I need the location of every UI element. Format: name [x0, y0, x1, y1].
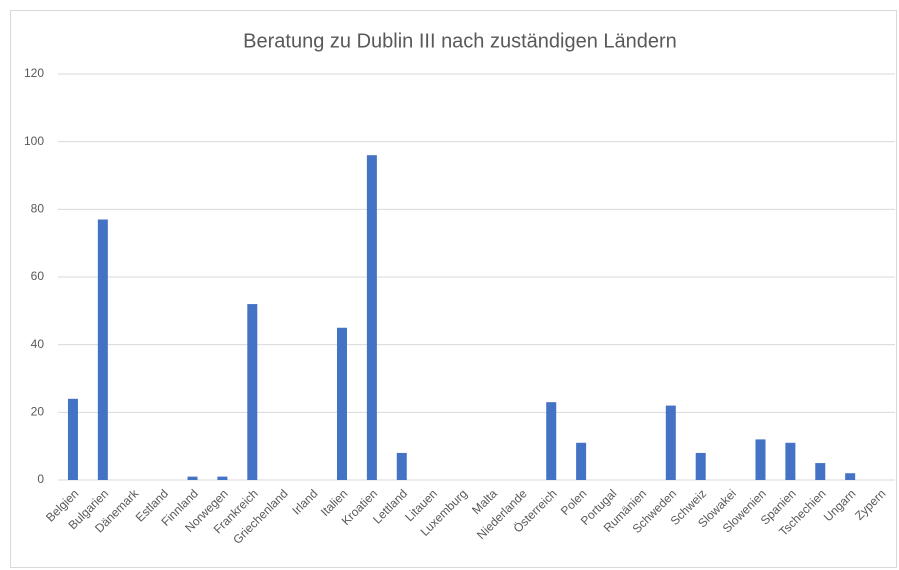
- y-tick-label: 100: [24, 134, 44, 148]
- bar: [187, 476, 198, 480]
- bar: [785, 442, 796, 480]
- bar: [366, 155, 377, 480]
- y-tick-label: 60: [31, 269, 45, 283]
- bar: [695, 452, 706, 480]
- bar: [845, 473, 856, 480]
- chart-title: Beratung zu Dublin III nach zuständigen …: [243, 30, 677, 52]
- y-tick-label: 80: [31, 202, 45, 216]
- y-tick-label: 20: [31, 405, 45, 419]
- y-tick-label: 40: [31, 337, 45, 351]
- bar: [97, 219, 108, 480]
- bar: [755, 439, 766, 480]
- y-tick-label: 0: [37, 472, 44, 486]
- bar: [815, 463, 826, 480]
- y-tick-label: 120: [24, 66, 44, 80]
- chart-frame: [10, 10, 897, 568]
- bar: [665, 405, 676, 480]
- bar: [67, 398, 78, 480]
- bar: [546, 402, 557, 480]
- bar: [336, 327, 347, 480]
- bar: [217, 476, 228, 480]
- bar: [576, 442, 587, 480]
- bar: [247, 304, 258, 480]
- bar: [396, 452, 407, 480]
